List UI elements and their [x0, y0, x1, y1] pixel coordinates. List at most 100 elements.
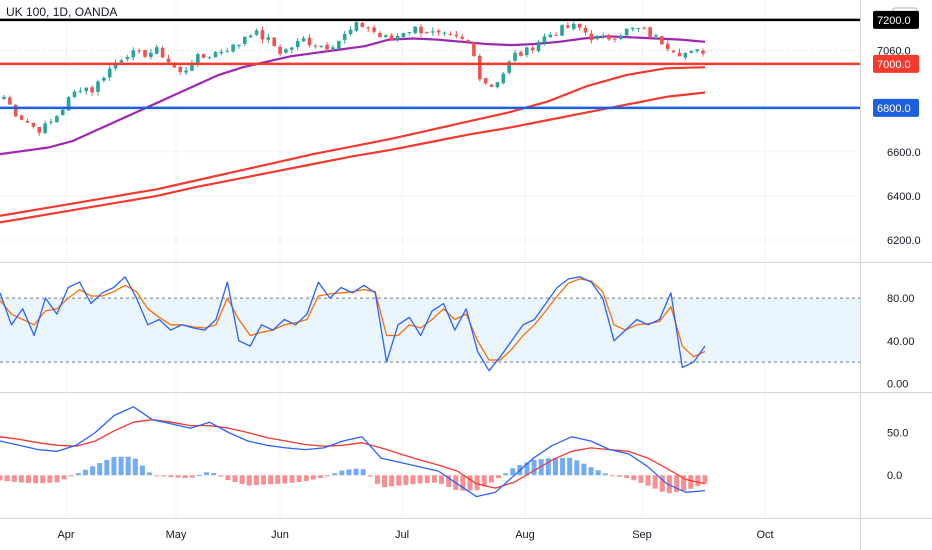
candle-body[interactable]	[489, 84, 494, 87]
candle-body[interactable]	[66, 97, 71, 111]
candle-body[interactable]	[472, 42, 476, 56]
candle-body[interactable]	[530, 47, 535, 51]
candle-body[interactable]	[665, 43, 670, 50]
candle-body[interactable]	[307, 37, 312, 46]
candle-body[interactable]	[207, 57, 212, 59]
candle-body[interactable]	[178, 66, 183, 73]
candle-body[interactable]	[548, 34, 553, 38]
candle-body[interactable]	[384, 35, 388, 37]
candle-body[interactable]	[342, 34, 347, 40]
candle-body[interactable]	[107, 68, 112, 78]
candle-body[interactable]	[272, 37, 277, 46]
candle-body[interactable]	[648, 27, 652, 37]
candle-body[interactable]	[325, 44, 329, 50]
candle-body[interactable]	[143, 49, 147, 57]
candle-body[interactable]	[278, 46, 282, 54]
candle-body[interactable]	[618, 35, 623, 39]
candle-body[interactable]	[566, 25, 570, 28]
candle-body[interactable]	[190, 63, 194, 71]
candle-body[interactable]	[507, 61, 511, 73]
candle-body[interactable]	[113, 63, 118, 69]
candle-body[interactable]	[366, 27, 370, 29]
candle-body[interactable]	[31, 122, 36, 127]
candle-body[interactable]	[19, 115, 24, 120]
candle-body[interactable]	[577, 23, 582, 28]
candle-body[interactable]	[90, 87, 94, 93]
candle-body[interactable]	[119, 60, 124, 63]
candle-body[interactable]	[560, 25, 564, 36]
candle-body[interactable]	[313, 45, 318, 47]
candle-body[interactable]	[513, 52, 517, 61]
candle-body[interactable]	[201, 53, 206, 58]
candle-body[interactable]	[84, 87, 89, 92]
candle-body[interactable]	[284, 49, 288, 53]
candle-body[interactable]	[172, 63, 177, 68]
candle-body[interactable]	[419, 26, 423, 34]
candle-body[interactable]	[360, 22, 365, 28]
candle-body[interactable]	[72, 91, 77, 97]
candle-body[interactable]	[243, 36, 247, 44]
candle-body[interactable]	[495, 82, 500, 88]
candle-body[interactable]	[260, 30, 265, 40]
candle-body[interactable]	[460, 36, 464, 39]
candle-body[interactable]	[554, 34, 558, 36]
candle-body[interactable]	[237, 44, 241, 46]
candle-body[interactable]	[102, 77, 106, 81]
candle-body[interactable]	[2, 96, 6, 100]
candle-body[interactable]	[295, 40, 300, 48]
candle-body[interactable]	[401, 32, 406, 38]
candle-body[interactable]	[542, 36, 547, 43]
candle-body[interactable]	[624, 28, 629, 36]
candle-body[interactable]	[231, 44, 235, 52]
candle-body[interactable]	[196, 54, 200, 64]
candle-body[interactable]	[671, 50, 676, 53]
candle-body[interactable]	[448, 33, 453, 35]
candle-body[interactable]	[695, 49, 699, 52]
candle-body[interactable]	[160, 47, 165, 58]
candle-body[interactable]	[219, 51, 224, 54]
candle-body[interactable]	[254, 30, 259, 35]
candle-body[interactable]	[149, 52, 153, 57]
candle-body[interactable]	[595, 35, 600, 40]
candle-body[interactable]	[466, 40, 470, 43]
candle-body[interactable]	[654, 35, 658, 37]
candle-body[interactable]	[389, 35, 394, 40]
candle-body[interactable]	[436, 30, 441, 33]
candle-body[interactable]	[477, 55, 482, 80]
candle-body[interactable]	[454, 34, 459, 36]
candle-body[interactable]	[337, 41, 341, 49]
candle-body[interactable]	[683, 52, 688, 58]
price-pane[interactable]	[0, 18, 860, 224]
candle-body[interactable]	[583, 27, 588, 33]
candle-body[interactable]	[290, 47, 294, 50]
candle-body[interactable]	[137, 50, 141, 52]
candle-body[interactable]	[125, 57, 130, 59]
price-axis[interactable]: 6200.06400.06600.0GBP7200.07060.001:23:0…	[873, 7, 921, 482]
candle-body[interactable]	[301, 38, 306, 42]
candle-body[interactable]	[660, 36, 664, 45]
candle-body[interactable]	[60, 109, 65, 116]
candle-body[interactable]	[442, 32, 447, 34]
candle-body[interactable]	[225, 51, 230, 53]
candle-body[interactable]	[642, 27, 647, 29]
candle-body[interactable]	[55, 116, 59, 123]
stochastic-pane[interactable]	[0, 276, 860, 372]
candle-body[interactable]	[49, 121, 53, 123]
candle-body[interactable]	[425, 32, 429, 34]
candle-body[interactable]	[636, 27, 641, 29]
candle-body[interactable]	[266, 37, 271, 40]
candle-body[interactable]	[524, 47, 529, 56]
candle-body[interactable]	[689, 50, 694, 53]
macd-pane[interactable]	[0, 406, 708, 498]
candle-body[interactable]	[154, 47, 159, 54]
candle-body[interactable]	[354, 22, 359, 31]
candle-body[interactable]	[601, 36, 605, 38]
candle-body[interactable]	[43, 123, 47, 133]
candle-body[interactable]	[536, 41, 541, 52]
candle-body[interactable]	[131, 50, 136, 58]
candle-body[interactable]	[13, 104, 18, 117]
candle-body[interactable]	[248, 35, 253, 38]
candle-body[interactable]	[607, 35, 611, 40]
candle-body[interactable]	[166, 58, 171, 63]
candle-body[interactable]	[331, 47, 335, 50]
